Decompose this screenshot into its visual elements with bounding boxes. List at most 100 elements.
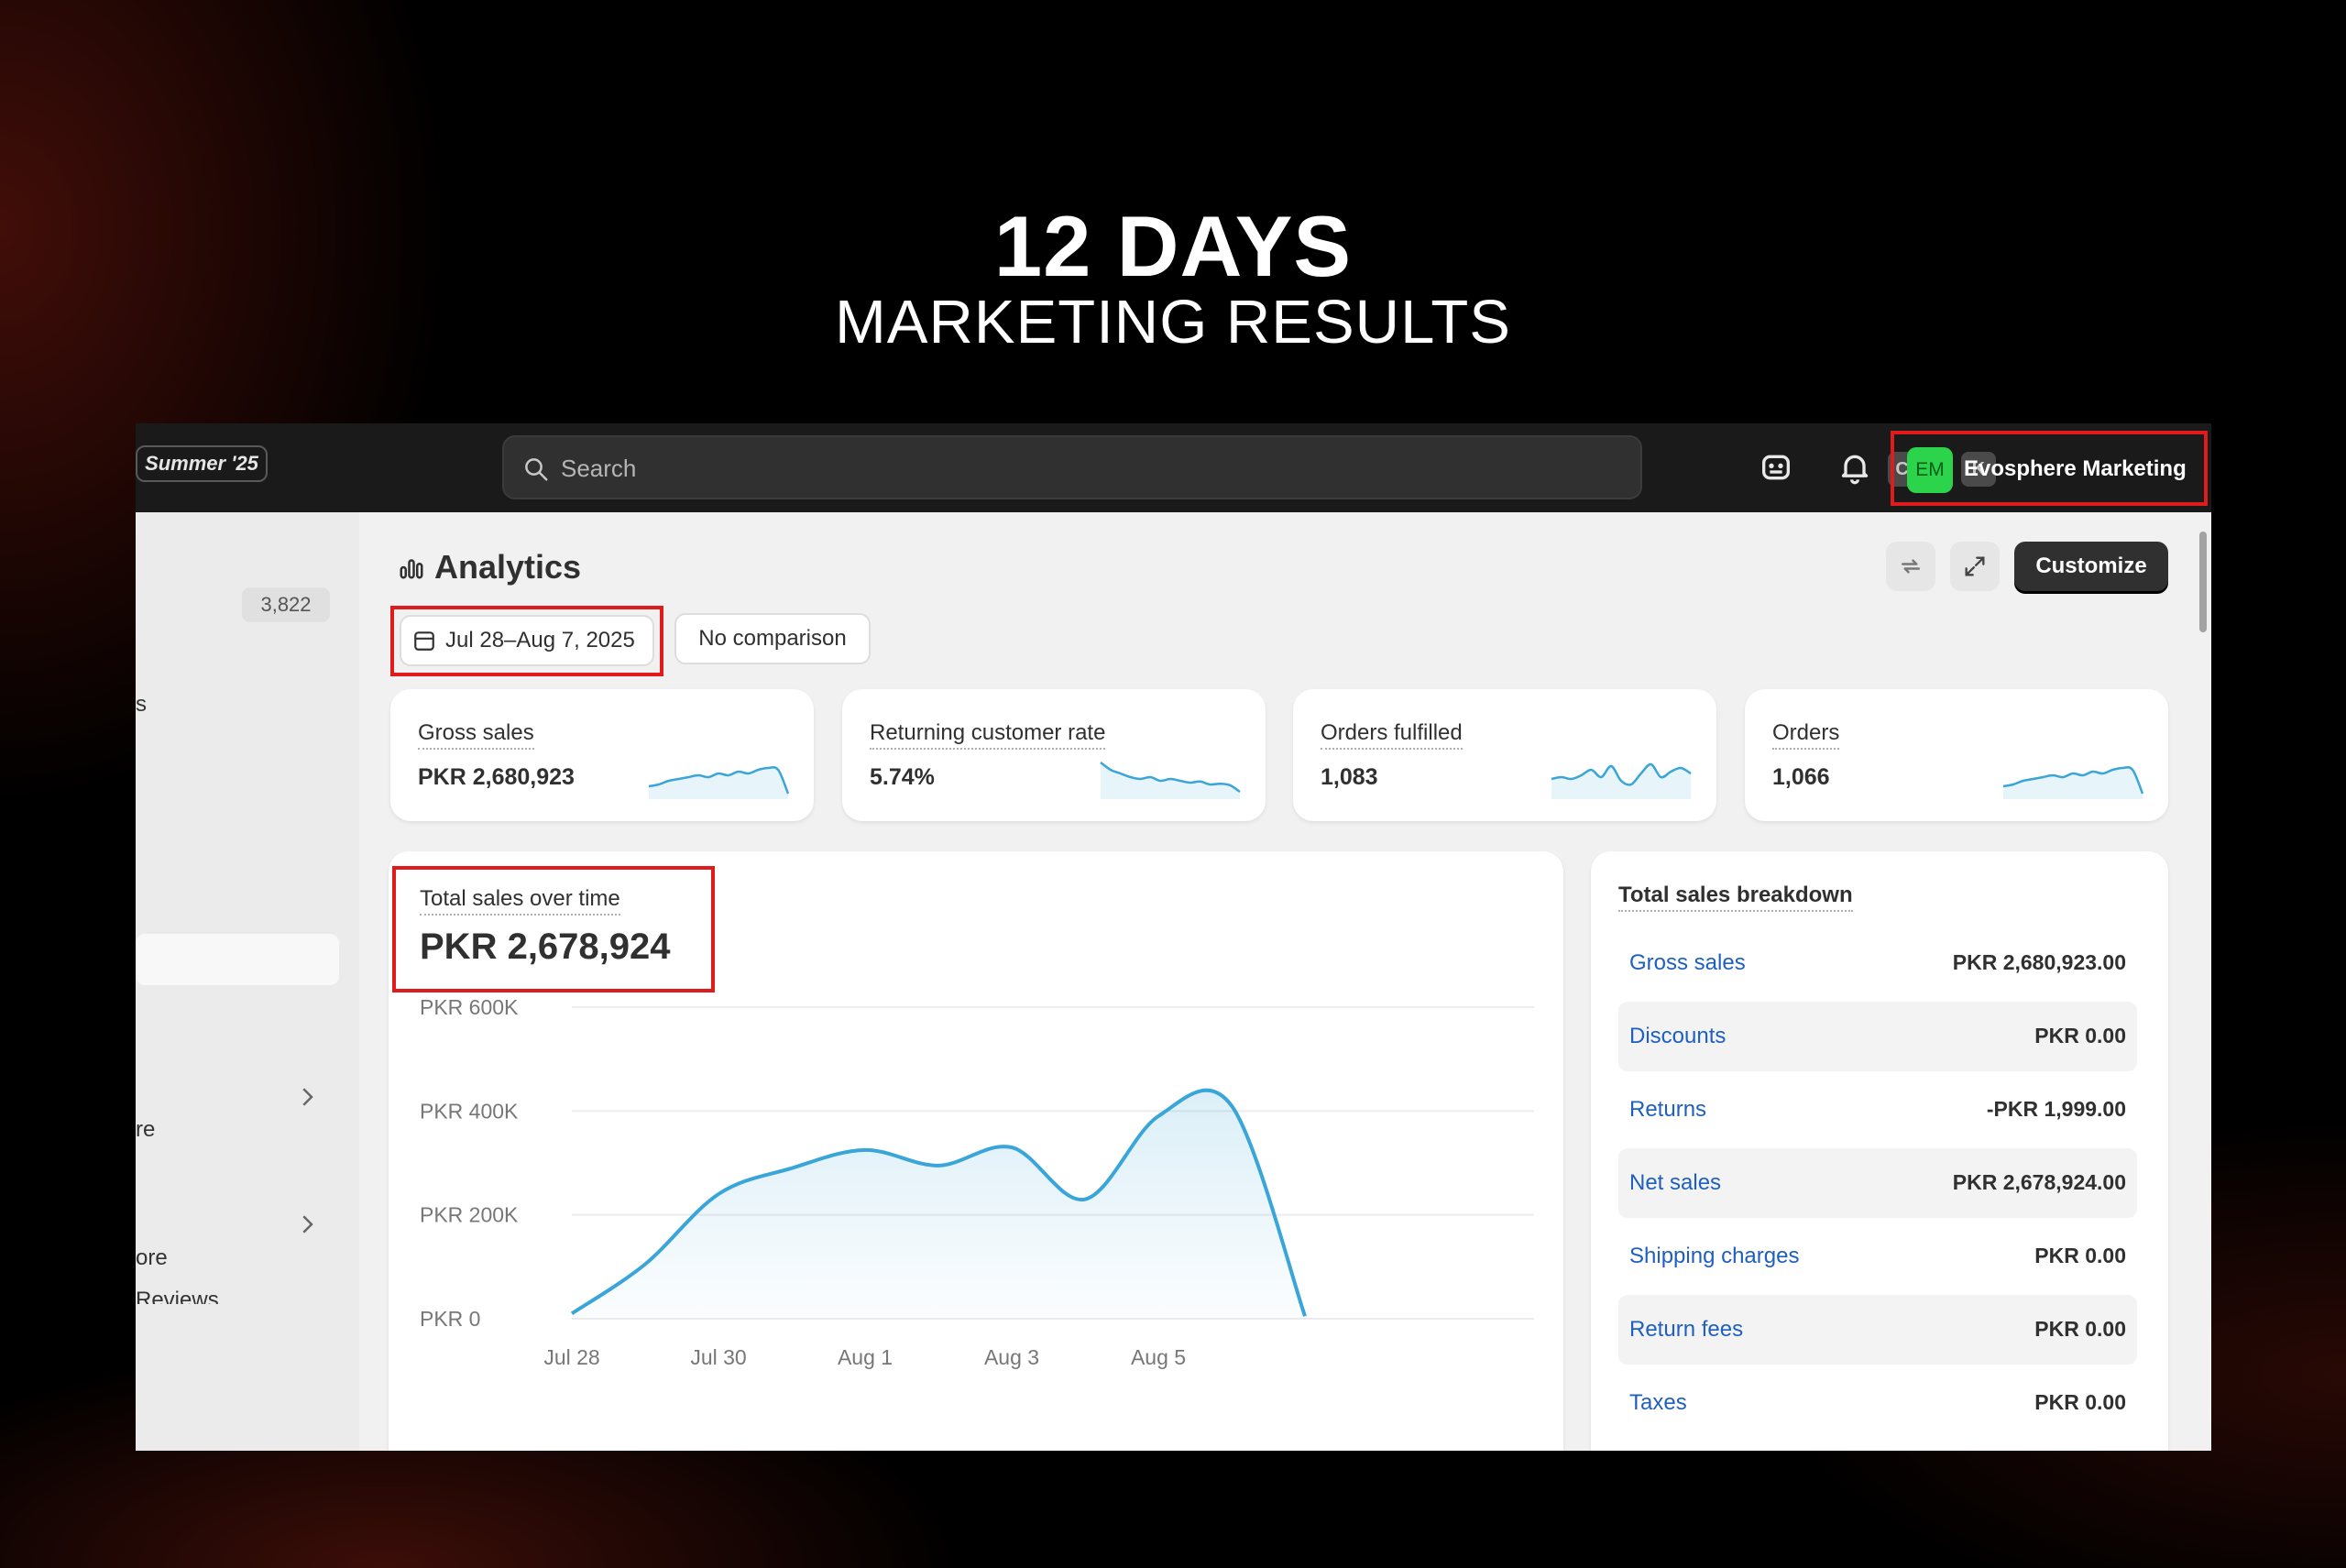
date-range-highlight: Jul 28–Aug 7, 2025 bbox=[390, 606, 663, 676]
comparison-picker[interactable]: No comparison bbox=[674, 613, 871, 664]
shortcut-k-key: K bbox=[1961, 452, 1996, 487]
y-tick-label: PKR 200K bbox=[420, 1203, 519, 1227]
kpi-value: 5.74% bbox=[870, 764, 935, 790]
fullscreen-button[interactable] bbox=[1950, 542, 2000, 591]
breakdown-row-taxes: Taxes PKR 0.00 bbox=[1618, 1368, 2137, 1438]
sparkline-line bbox=[2002, 766, 2144, 795]
breakdown-link[interactable]: Taxes bbox=[1629, 1390, 1687, 1415]
y-tick-label: PKR 600K bbox=[420, 995, 519, 1019]
x-tick-label: Jul 28 bbox=[543, 1345, 599, 1369]
date-range-picker[interactable]: Jul 28–Aug 7, 2025 bbox=[400, 615, 654, 666]
total-sales-card: Total sales over time PKR 2,678,924 PKR … bbox=[389, 851, 1563, 1451]
total-sales-label: Total sales over time bbox=[420, 886, 620, 916]
bar-chart-icon bbox=[400, 559, 423, 579]
kpi-card-gross-sales[interactable]: Gross sales PKR 2,680,923 bbox=[390, 689, 814, 821]
breakdown-link[interactable]: Returns bbox=[1629, 1097, 1707, 1122]
x-tick-label: Aug 5 bbox=[1131, 1345, 1186, 1369]
total-sales-breakdown-card: Total sales breakdown Gross sales PKR 2,… bbox=[1591, 851, 2168, 1451]
account-name: Evosphere Marketing bbox=[1964, 456, 2187, 481]
analytics-app-window: Summer '25 Search CTRL K EM Evosphere Ma… bbox=[136, 423, 2211, 1451]
customize-button[interactable]: Customize bbox=[2014, 542, 2168, 591]
refresh-icon bbox=[1902, 559, 1920, 574]
hero-title: 12 DAYS bbox=[993, 198, 1353, 294]
breakdown-link[interactable]: Shipping charges bbox=[1629, 1244, 1800, 1268]
sparkline-line bbox=[1100, 761, 1241, 794]
kpi-sparkline bbox=[1100, 761, 1241, 799]
main-content: Analytics Customize Jul 28–Aug 7, 2025 N… bbox=[359, 512, 2211, 1451]
kpi-value: 1,066 bbox=[1772, 764, 1830, 790]
sidebar-item-fragment[interactable]: re bbox=[136, 1117, 156, 1142]
account-menu[interactable]: EM Evosphere Marketing bbox=[1891, 431, 2208, 506]
top-bar: Summer '25 Search CTRL K EM Evosphere Ma… bbox=[136, 423, 2211, 512]
kpi-sparkline bbox=[1551, 762, 1692, 799]
sidebar: 3,822 s re ore Reviews bbox=[136, 512, 359, 1451]
breakdown-row-discounts: Discounts PKR 0.00 bbox=[1618, 1002, 2137, 1071]
sales-area bbox=[572, 1090, 1305, 1319]
expand-icon bbox=[1965, 556, 1985, 576]
refresh-button[interactable] bbox=[1886, 542, 1935, 591]
season-badge[interactable]: Summer '25 bbox=[136, 445, 268, 482]
store-icon[interactable] bbox=[1758, 449, 1794, 486]
breakdown-value: PKR 2,678,924.00 bbox=[1952, 1170, 2126, 1194]
page-header: Analytics bbox=[398, 547, 581, 587]
breakdown-link[interactable]: Return fees bbox=[1629, 1317, 1744, 1342]
kpi-card-orders-fulfilled[interactable]: Orders fulfilled 1,083 bbox=[1293, 689, 1716, 821]
chevron-right-icon[interactable] bbox=[293, 1211, 321, 1238]
breakdown-row-gross-sales: Gross sales PKR 2,680,923.00 bbox=[1618, 928, 2137, 998]
date-range-label: Jul 28–Aug 7, 2025 bbox=[445, 628, 635, 652]
sidebar-item-fragment[interactable]: Reviews bbox=[136, 1288, 219, 1304]
x-tick-label: Aug 3 bbox=[984, 1345, 1039, 1369]
sidebar-item-fragment[interactable]: s bbox=[136, 692, 147, 717]
search-icon bbox=[525, 458, 548, 481]
y-tick-label: PKR 0 bbox=[420, 1307, 480, 1331]
breakdown-value: PKR 2,680,923.00 bbox=[1952, 950, 2126, 974]
breakdown-value: PKR 0.00 bbox=[2034, 1244, 2126, 1267]
sparkline-line bbox=[648, 766, 790, 795]
kpi-label: Returning customer rate bbox=[870, 720, 1106, 750]
hero-subtitle: MARKETING RESULTS bbox=[835, 288, 1511, 356]
x-tick-label: Jul 30 bbox=[690, 1345, 746, 1369]
sparkline-area bbox=[1101, 762, 1240, 799]
total-sales-chart: PKR 0 PKR 200K PKR 400K PKR 600K Jul 28 Jul 3… bbox=[420, 995, 1534, 1369]
search-input[interactable]: Search CTRL K bbox=[502, 435, 1996, 499]
chevron-right-icon[interactable] bbox=[293, 1083, 321, 1111]
breakdown-link[interactable]: Discounts bbox=[1629, 1024, 1727, 1048]
kpi-label: Orders bbox=[1772, 720, 1840, 750]
page-title: Analytics bbox=[434, 548, 582, 586]
breakdown-row-return-fees: Return fees PKR 0.00 bbox=[1618, 1295, 2137, 1365]
x-tick-label: Aug 1 bbox=[838, 1345, 893, 1369]
breakdown-value: PKR 0.00 bbox=[2034, 1024, 2126, 1047]
breakdown-row-returns: Returns -PKR 1,999.00 bbox=[1618, 1075, 2137, 1145]
scrollbar[interactable] bbox=[2199, 532, 2207, 632]
sidebar-item-active[interactable] bbox=[136, 934, 339, 985]
sidebar-count-badge: 3,822 bbox=[242, 587, 330, 622]
search-placeholder: Search bbox=[561, 455, 637, 482]
breakdown-row-net-sales: Net sales PKR 2,678,924.00 bbox=[1618, 1148, 2137, 1218]
total-sales-value: PKR 2,678,924 bbox=[420, 927, 671, 967]
kpi-value: PKR 2,680,923 bbox=[418, 764, 575, 790]
calendar-icon bbox=[414, 631, 434, 651]
avatar: EM bbox=[1907, 447, 1953, 493]
breakdown-row-shipping-charges: Shipping charges PKR 0.00 bbox=[1618, 1222, 2137, 1291]
sales-line bbox=[570, 1088, 1307, 1317]
breakdown-value: PKR 0.00 bbox=[2034, 1390, 2126, 1414]
breakdown-link[interactable]: Gross sales bbox=[1629, 950, 1746, 975]
y-tick-label: PKR 400K bbox=[420, 1099, 519, 1123]
kpi-card-orders[interactable]: Orders 1,066 bbox=[1745, 689, 2168, 821]
kpi-card-returning-customer-rate[interactable]: Returning customer rate 5.74% bbox=[842, 689, 1266, 821]
kpi-label: Orders fulfilled bbox=[1321, 720, 1463, 750]
kpi-label: Gross sales bbox=[418, 720, 534, 750]
sidebar-item-fragment[interactable]: ore bbox=[136, 1245, 168, 1270]
sparkline-line bbox=[1551, 762, 1692, 786]
breakdown-value: -PKR 1,999.00 bbox=[1986, 1097, 2126, 1121]
kpi-sparkline bbox=[648, 766, 790, 799]
breakdown-title: Total sales breakdown bbox=[1618, 883, 1853, 912]
total-sales-highlight: Total sales over time PKR 2,678,924 bbox=[392, 866, 715, 992]
breakdown-value: PKR 0.00 bbox=[2034, 1317, 2126, 1341]
breakdown-link[interactable]: Net sales bbox=[1629, 1170, 1722, 1195]
sparkline-area bbox=[649, 767, 788, 799]
kpi-value: 1,083 bbox=[1321, 764, 1378, 790]
bell-icon[interactable] bbox=[1836, 449, 1873, 486]
sparkline-area bbox=[2003, 767, 2143, 799]
kpi-sparkline bbox=[2002, 766, 2144, 799]
